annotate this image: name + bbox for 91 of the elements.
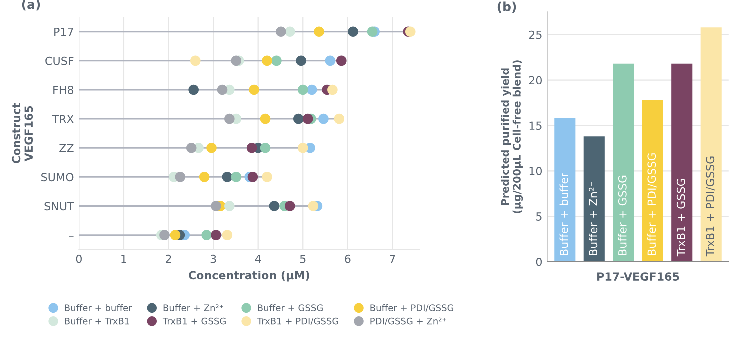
point: [260, 114, 271, 124]
point: [367, 26, 378, 38]
y-tick-label: 25: [529, 30, 542, 40]
point: [206, 142, 217, 154]
point: [334, 114, 345, 124]
x-tick-label: 5: [300, 255, 306, 264]
y-tick-label: SNUT: [44, 202, 74, 211]
point: [222, 230, 233, 240]
point: [314, 26, 324, 38]
y-axis-title: Predicted purified yield (µg/200µL Cell-free blend): [501, 60, 524, 214]
x-tick-label: 1: [122, 255, 126, 264]
x-tick-label: TrxB1 + GSSG: [676, 179, 686, 257]
y-tick-label: FH8: [54, 86, 74, 94]
x-tick-label: 4: [255, 255, 262, 264]
point: [262, 172, 272, 182]
x-tick-label: 3: [210, 254, 216, 264]
bar: [613, 64, 634, 262]
point: [296, 56, 306, 66]
bar: [584, 136, 605, 262]
point: [160, 230, 170, 240]
x-tick-label: Buffer + PDI/GSSG: [647, 154, 657, 256]
legend-label: Buffer + buffer: [65, 304, 132, 312]
y-tick-label: 10: [530, 167, 542, 176]
point: [260, 142, 271, 154]
y-tick-label: 20: [529, 76, 542, 85]
point: [175, 172, 186, 182]
y-tick-label: SUMO: [42, 173, 74, 182]
point: [328, 84, 338, 96]
point: [211, 230, 222, 240]
y-tick-label: P17: [54, 28, 74, 36]
x-tick-label: TrxB1 + PDI/GSSG: [706, 156, 716, 257]
legend-label: Buffer + TrxB1: [65, 318, 130, 325]
point: [199, 172, 210, 182]
point: [298, 84, 308, 96]
point: [190, 56, 201, 66]
x-tick-label: 6: [345, 254, 351, 264]
y-tick-label: 15: [530, 122, 542, 130]
bar: [642, 100, 664, 262]
point: [284, 26, 296, 38]
point: [269, 201, 280, 212]
legend-label: Buffer + Zn²⁺: [164, 304, 224, 312]
point: [262, 56, 272, 66]
point: [272, 56, 282, 66]
point: [249, 84, 260, 96]
x-tick-label: 2: [166, 254, 172, 264]
point: [325, 56, 336, 66]
x-tick-label: 0: [76, 254, 82, 264]
bar: [700, 28, 722, 262]
point: [170, 230, 181, 240]
bar: [554, 118, 576, 262]
point: [294, 114, 304, 124]
legend-label: TrxB1 + PDI/GSSG: [257, 318, 338, 326]
point: [222, 172, 233, 182]
point: [231, 172, 242, 182]
x-tick-label: 7: [390, 255, 396, 264]
point: [248, 172, 258, 182]
x-axis-title: P17-VEGF165: [598, 272, 680, 281]
point: [284, 201, 296, 212]
point: [348, 26, 358, 38]
point: [231, 56, 242, 66]
point: [224, 114, 235, 124]
point: [308, 201, 319, 212]
point: [318, 114, 329, 124]
legend-label: TrxB1 + GSSG: [162, 318, 226, 325]
point: [186, 142, 197, 154]
legend-label: Buffer + GSSG: [258, 304, 323, 312]
legend-label: PDI/GSSG + Zn²⁺: [370, 318, 446, 326]
point: [302, 114, 314, 124]
point: [202, 230, 212, 240]
y-tick-label: –: [69, 236, 74, 237]
point: [276, 26, 286, 38]
legend-label: Buffer + PDI/GSSG: [370, 304, 454, 312]
point: [211, 201, 222, 212]
x-axis-title: Concentration (µM): [188, 271, 310, 282]
point: [217, 84, 228, 96]
y-tick-label: CUSF: [46, 56, 74, 66]
point: [188, 84, 199, 96]
chart-title: (a): [22, 0, 40, 11]
chart-title: (b): [498, 2, 516, 13]
y-tick-label: TRX: [52, 115, 74, 124]
y-axis-title: Construct VEGF165: [12, 103, 34, 164]
x-tick-label: Buffer + buffer: [560, 172, 568, 256]
x-tick-label: Buffer + GSSG: [618, 176, 627, 256]
point: [306, 84, 318, 96]
point: [298, 142, 308, 154]
bar: [672, 64, 693, 262]
point: [224, 201, 235, 212]
x-tick-label: Buffer + Zn²⁺: [589, 182, 598, 256]
y-tick-label: ZZ: [60, 144, 74, 152]
point: [246, 142, 258, 154]
point: [336, 56, 347, 66]
